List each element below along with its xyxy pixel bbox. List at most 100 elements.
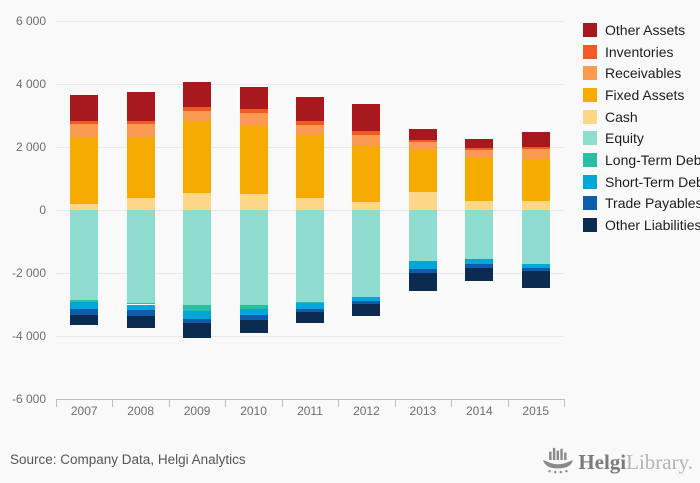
bar-segment	[126, 310, 155, 316]
bar-segment	[465, 200, 494, 210]
y-axis-label: -6 000	[11, 392, 46, 406]
legend-item: Inventories	[583, 41, 700, 63]
bar-segment	[296, 303, 324, 310]
bar-segment	[296, 309, 324, 313]
legend-label: Cash	[605, 108, 638, 125]
gridline	[56, 336, 564, 337]
bar-segment	[70, 210, 99, 300]
bar-segment	[352, 131, 381, 136]
x-axis-label: 2015	[522, 404, 550, 418]
bar-segment	[70, 203, 99, 210]
bar-segment	[239, 108, 268, 114]
bar-segment	[183, 107, 212, 112]
bar-segment	[352, 135, 381, 147]
x-axis-tick	[112, 399, 114, 407]
bar-segment	[408, 268, 437, 274]
x-axis-label: 2008	[127, 404, 154, 418]
bar-segment	[408, 150, 437, 193]
bar-segment	[296, 302, 324, 304]
bar-segment	[126, 302, 155, 305]
legend: Other Assets Inventories Receivables Fixed …	[583, 19, 700, 236]
legend-swatch	[583, 174, 597, 189]
x-axis-tick	[507, 399, 509, 407]
bar-segment	[126, 124, 155, 137]
bar-segment	[126, 120, 155, 125]
bar-segment	[126, 91, 155, 121]
bar-segment	[408, 273, 437, 291]
bar-segment	[352, 103, 381, 132]
bar-segment	[296, 210, 324, 303]
bar-segment	[352, 300, 381, 304]
legend-item: Fixed Assets	[583, 84, 700, 106]
bar-segment	[239, 113, 268, 126]
legend-label: Other Assets	[605, 21, 686, 38]
brand-logo: Helgi Library.	[542, 446, 693, 479]
bar-segment	[465, 139, 494, 149]
viking-ship-bar-chart-icon	[542, 446, 578, 479]
y-axis-label: 6 000	[15, 14, 46, 28]
bar-segment	[70, 120, 99, 125]
x-axis-tick	[338, 399, 340, 407]
brand-name-helgi: Helgi	[578, 450, 627, 474]
bar-segment	[352, 303, 381, 317]
bar-segment	[465, 210, 494, 260]
gridline	[56, 21, 564, 22]
y-axis-label: 4 000	[15, 77, 46, 91]
legend-swatch	[583, 109, 597, 124]
x-axis-tick	[394, 399, 396, 407]
bar-segment	[239, 125, 268, 194]
legend-label: Trade Payables	[605, 195, 700, 212]
bar-segment	[296, 120, 324, 125]
legend-item: Cash	[583, 106, 700, 128]
x-axis-tick	[281, 399, 283, 407]
bar-segment	[126, 210, 155, 303]
legend-label: Receivables	[605, 65, 682, 82]
bar-segment	[126, 304, 155, 311]
y-axis-label: 2 000	[15, 140, 46, 154]
legend-swatch	[583, 44, 597, 59]
bar-segment	[239, 210, 268, 305]
bar-segment	[408, 129, 437, 141]
bar-segment	[296, 197, 324, 210]
bar-segment	[183, 111, 212, 121]
legend-swatch	[583, 87, 597, 102]
bar-segment	[239, 308, 268, 316]
bar-segment	[239, 315, 268, 321]
bar-segment	[183, 82, 212, 108]
legend-label: Other Liabilities	[605, 217, 700, 234]
bar-segment	[408, 192, 437, 210]
bar-segment	[296, 124, 324, 136]
bar-segment	[521, 271, 550, 288]
bar-segment	[70, 136, 99, 204]
y-axis-label: 0	[39, 203, 46, 217]
bar-segment	[521, 264, 550, 268]
bar-segment	[352, 210, 381, 297]
bar-segment	[70, 301, 99, 309]
bar-segment	[183, 210, 212, 306]
x-axis-label: 2010	[240, 404, 267, 418]
bar-segment	[352, 201, 381, 210]
legend-swatch	[583, 22, 597, 37]
legend-item: Other Assets	[583, 19, 700, 41]
legend-label: Fixed Assets	[605, 86, 685, 103]
bar-segment	[408, 261, 437, 269]
gridline	[56, 84, 564, 85]
legend-item: Equity	[583, 127, 700, 149]
bar-segment	[521, 132, 550, 148]
bar-segment	[70, 314, 99, 325]
legend-item: Long-Term Debt	[583, 149, 700, 171]
bar-segment	[465, 259, 494, 264]
source-note: Source: Company Data, Helgi Analytics	[10, 452, 246, 467]
legend-swatch	[583, 218, 597, 233]
bar-segment	[70, 299, 99, 302]
bar-segment	[465, 263, 494, 268]
legend-label: Equity	[605, 130, 644, 147]
y-axis-label: -4 000	[11, 329, 46, 343]
x-axis-label: 2007	[70, 404, 98, 418]
bar-segment	[183, 120, 212, 193]
bar-segment	[465, 158, 494, 201]
legend-item: Receivables	[583, 62, 700, 84]
brand-name-library: Library.	[626, 450, 693, 474]
legend-swatch	[583, 152, 597, 167]
